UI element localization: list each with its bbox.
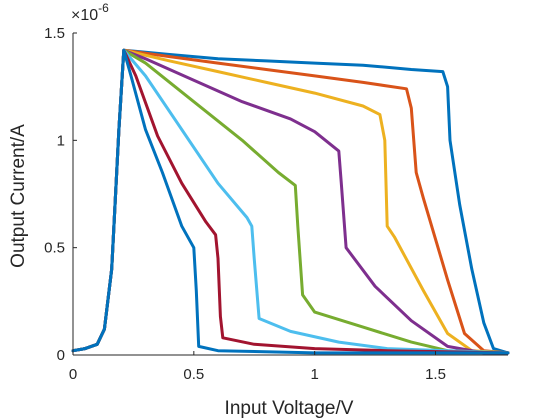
series-line-5: [71, 48, 510, 355]
series-line-4: [71, 48, 510, 355]
y-axis-exponent-base: ×10: [71, 7, 98, 24]
y-tick-label: 0.5: [44, 240, 65, 257]
x-tick-label: 1.5: [425, 366, 446, 383]
series-line-8: [71, 48, 510, 355]
y-axis-exponent-label: ×10-6: [71, 1, 109, 24]
ticks: 0 0.5 1 1.5 0 0.5 1 1.5: [44, 25, 446, 383]
series-line-7: [71, 48, 510, 355]
x-axis-title: Input Voltage/V: [225, 398, 354, 419]
series-line-3: [71, 48, 510, 355]
series-layer: [71, 48, 510, 355]
y-tick-label: 1.5: [44, 25, 65, 42]
y-axis-title: Output Current/A: [8, 124, 29, 268]
y-tick-label: 0: [57, 347, 65, 364]
series-line-6: [71, 48, 510, 355]
x-tick-label: 0: [69, 366, 77, 383]
y-tick-label: 1: [57, 132, 65, 149]
series-line-1: [71, 48, 510, 355]
x-tick-label: 1: [310, 366, 318, 383]
series-line-2: [71, 48, 510, 355]
y-axis-exponent-power: -6: [98, 1, 109, 15]
axis-labels: ×10-6 Input Voltage/V Output Current/A: [8, 1, 354, 419]
x-tick-label: 0.5: [183, 366, 204, 383]
